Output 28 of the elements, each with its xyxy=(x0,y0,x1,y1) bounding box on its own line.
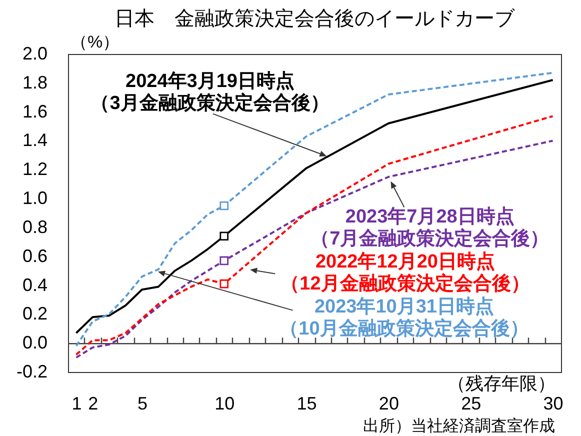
x-axis-title: （残存年限） xyxy=(448,374,556,394)
x-tick-label: 30 xyxy=(543,394,564,414)
series-label: 2024年3月19日時点（3月金融政策決定会合後） xyxy=(90,70,330,114)
x-tick-label: 10 xyxy=(214,394,235,414)
y-tick-label: 1.8 xyxy=(22,72,48,92)
y-tick-label: 0.8 xyxy=(22,216,48,237)
y-tick-label: 1.0 xyxy=(22,188,48,208)
y-tick-label: 0.6 xyxy=(22,246,48,266)
y-tick-label: 1.6 xyxy=(22,101,48,122)
y-tick-label: 0.0 xyxy=(22,332,48,353)
y-tick-label: 2.0 xyxy=(22,44,48,64)
y-tick-label: 1.2 xyxy=(22,159,48,180)
x-tick-label: 25 xyxy=(461,394,482,414)
x-tick-label: 15 xyxy=(296,394,317,414)
chart-title: 日本 金融政策決定会合後のイールドカーブ xyxy=(114,8,516,30)
text: 出所）当社経済調査室作成 xyxy=(363,417,555,435)
text: 2023年10月31日時点（10月金融政策決定会合後） xyxy=(280,295,529,340)
y-tick-label: 0.4 xyxy=(22,274,48,295)
y-axis-title: （%） xyxy=(70,32,120,52)
x-tick-label: 1 xyxy=(72,394,82,414)
x-tick-label: 2 xyxy=(88,394,98,414)
y-tick-label: 1.4 xyxy=(22,130,48,150)
series-label: 2023年7月28日時点（7月金融政策決定会合後） xyxy=(310,205,550,250)
x-tick-label: 20 xyxy=(378,394,399,414)
series-label: 2022年12月20日時点（12月金融政策決定会合後） xyxy=(280,250,530,294)
y-tick-label: -0.2 xyxy=(16,362,48,382)
x-tick-label: 5 xyxy=(137,394,148,414)
y-tick-label: 0.2 xyxy=(22,304,48,324)
